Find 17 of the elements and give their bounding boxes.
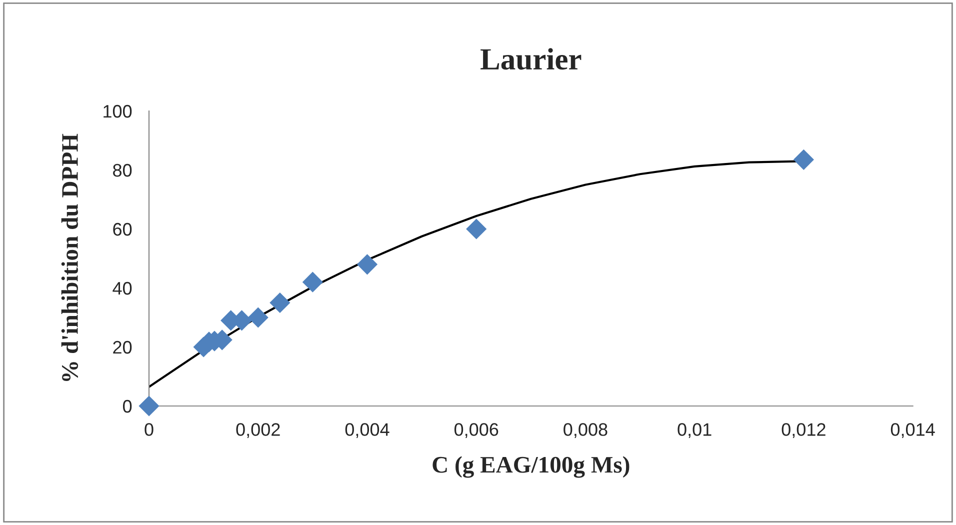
- x-tick-label: 0,008: [564, 423, 608, 438]
- x-tick-label: 0,004: [345, 423, 390, 438]
- y-axis-title: % d'inhibition du DPPH: [61, 134, 78, 382]
- y-tick-label: 100: [104, 104, 132, 118]
- y-tick-label: 20: [113, 340, 132, 354]
- y-tick-label: 80: [113, 164, 132, 177]
- x-tick-label: 0,012: [782, 423, 826, 438]
- chart-title: Laurier: [480, 48, 582, 70]
- x-tick-label: 0: [144, 423, 154, 436]
- y-tick-label: 40: [112, 282, 132, 295]
- y-tick-label: 60: [113, 222, 132, 236]
- y-tick-label: 0: [123, 400, 132, 413]
- x-tick-label: 0,014: [890, 423, 935, 438]
- x-axis-title: C (g EAG/100g Ms): [432, 456, 630, 478]
- x-tick-label: 0,002: [236, 423, 280, 438]
- x-tick-label: 0,01: [678, 423, 712, 438]
- x-tick-label: 0,006: [454, 423, 498, 438]
